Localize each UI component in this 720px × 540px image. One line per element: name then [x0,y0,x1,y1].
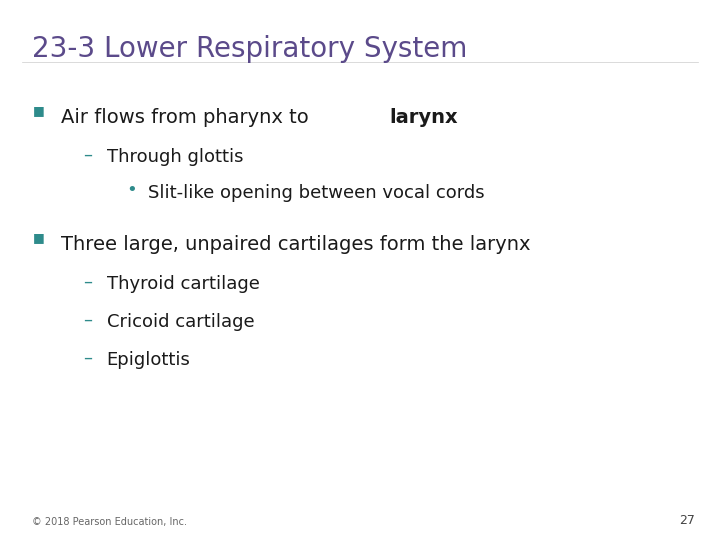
Text: –: – [83,273,92,291]
Text: ■: ■ [32,104,44,117]
Text: Epiglottis: Epiglottis [107,351,190,369]
Text: Slit-like opening between vocal cords: Slit-like opening between vocal cords [148,184,485,201]
Text: 23-3 Lower Respiratory System: 23-3 Lower Respiratory System [32,35,468,63]
Text: Through glottis: Through glottis [107,148,243,166]
Text: Three large, unpaired cartilages form the larynx: Three large, unpaired cartilages form th… [61,235,531,254]
Text: –: – [83,310,92,328]
Text: larynx: larynx [389,108,458,127]
Text: © 2018 Pearson Education, Inc.: © 2018 Pearson Education, Inc. [32,516,187,526]
Text: –: – [83,146,92,164]
Text: Cricoid cartilage: Cricoid cartilage [107,313,254,331]
Text: 27: 27 [679,514,695,526]
Text: Thyroid cartilage: Thyroid cartilage [107,275,259,293]
Text: ■: ■ [32,231,44,244]
Text: –: – [83,348,92,366]
Text: •: • [126,181,137,199]
Text: Air flows from pharynx to: Air flows from pharynx to [61,108,315,127]
